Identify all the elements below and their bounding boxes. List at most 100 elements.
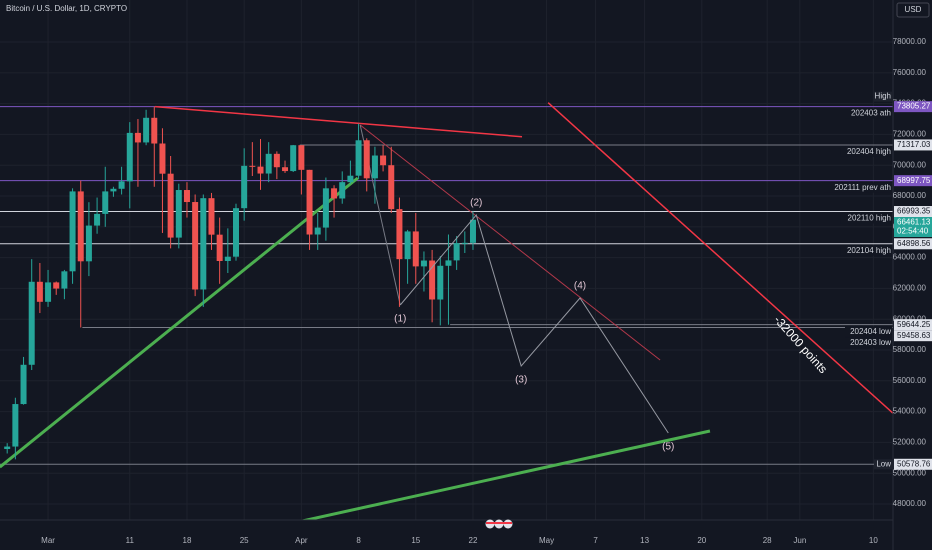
level-price: 68997.75: [897, 176, 931, 185]
level-name: 202110 high: [848, 214, 891, 223]
trendline: [359, 124, 661, 361]
candle-body: [380, 155, 387, 166]
candle-body: [45, 282, 52, 302]
level-name-box: [845, 108, 892, 119]
level-price-box: [894, 458, 932, 470]
candle-body: [167, 173, 174, 238]
level-name: 202404 high: [847, 147, 891, 156]
candle-body: [192, 202, 199, 290]
y-tick-label: 58000.00: [893, 345, 927, 354]
candle-body: [396, 209, 403, 260]
level-tag: High: [875, 92, 891, 101]
candle-body: [363, 140, 370, 179]
level-tag: Low: [876, 459, 891, 468]
x-tick-label: 10: [869, 536, 878, 545]
level-name-box: [823, 182, 892, 193]
currency[interactable]: USD: [905, 5, 922, 14]
candle-body: [453, 243, 460, 261]
candle-body: [355, 140, 362, 176]
level-price-box: [894, 139, 932, 151]
level-name-box: [840, 213, 892, 224]
candle-body: [339, 182, 346, 199]
chart-title: Bitcoin / U.S. Dollar, 1D, CRYPTO: [6, 4, 127, 13]
wave-label: (2): [470, 198, 482, 209]
x-tick-label: 28: [763, 536, 772, 545]
candle-body: [159, 143, 166, 174]
level-price: 59644.25: [897, 320, 931, 329]
x-tick-label: 7: [593, 536, 598, 545]
candle-body: [412, 231, 419, 267]
x-tick-label: May: [539, 536, 554, 545]
candle-body: [420, 260, 427, 267]
candle-body: [216, 234, 223, 262]
candle-body: [437, 265, 444, 300]
x-tick-label: 22: [469, 536, 478, 545]
plot-area: (1)(2)(3)(4)(5)-32000 points: [0, 102, 893, 520]
level-price: 73805.27: [897, 102, 931, 111]
candle-body: [4, 446, 11, 450]
level-price: 66993.35: [897, 207, 931, 216]
candle-body: [469, 219, 476, 243]
flag-icons: [485, 519, 513, 529]
candle-body: [208, 198, 215, 235]
y-tick-label: 48000.00: [893, 499, 927, 508]
candle-body: [241, 165, 248, 209]
trendline: [547, 102, 893, 415]
grid: [0, 0, 893, 520]
candle-body: [143, 117, 150, 143]
level-name: 202403 ath: [851, 109, 891, 118]
candle-body: [200, 198, 207, 290]
candle-body: [282, 167, 289, 172]
current-price-box: [894, 217, 932, 238]
candle-body: [404, 231, 411, 260]
candle-body: [53, 282, 60, 289]
x-tick-label: 11: [126, 536, 135, 545]
current-price: 66461.13: [897, 218, 931, 227]
currency-button[interactable]: [896, 2, 930, 18]
x-tick-label: 20: [697, 536, 706, 545]
y-tick-label: 62000.00: [893, 284, 927, 293]
countdown: 02:54:40: [897, 227, 929, 236]
wave-label: (3): [515, 375, 527, 386]
x-tick-label: 18: [183, 536, 192, 545]
candle-body: [331, 188, 338, 199]
level-price-box: [894, 175, 932, 187]
trendline: [299, 429, 711, 520]
y-tick-label: 64000.00: [893, 253, 927, 262]
y-tick-label: 52000.00: [893, 438, 927, 447]
candle-body: [429, 260, 436, 300]
y-tick-label: 54000.00: [893, 407, 927, 416]
level-name-box: [840, 146, 892, 157]
level-name-box: [845, 326, 892, 337]
level-tag-box: [874, 91, 893, 102]
candle-body: [69, 191, 76, 272]
level-price: 50578.76: [897, 459, 931, 468]
candle-body: [273, 153, 280, 168]
level-name: 202403 low: [850, 338, 891, 347]
candle-body: [126, 132, 133, 182]
candle-body: [224, 256, 231, 262]
y-tick-label: 78000.00: [893, 37, 927, 46]
candle-body: [77, 191, 84, 262]
candle-body: [36, 281, 43, 302]
wave-label: (1): [394, 314, 406, 325]
x-tick-label: 13: [640, 536, 649, 545]
y-tick-label: 76000.00: [893, 68, 927, 77]
level-price-box: [894, 206, 932, 218]
level-price: 71317.03: [897, 140, 931, 149]
candle-body: [257, 166, 264, 174]
trendline: [155, 105, 523, 138]
level-name: 202111 prev ath: [834, 183, 891, 192]
level-name-box: [845, 337, 892, 348]
wave-label: (4): [574, 281, 586, 292]
candle-body: [388, 165, 395, 210]
candle-body: [110, 188, 117, 192]
level-name-box: [840, 245, 892, 256]
candle-body: [265, 153, 272, 174]
candle-body: [322, 188, 329, 228]
candle-body: [461, 242, 468, 244]
x-tick-label: 25: [240, 536, 249, 545]
candle-body: [12, 404, 19, 447]
